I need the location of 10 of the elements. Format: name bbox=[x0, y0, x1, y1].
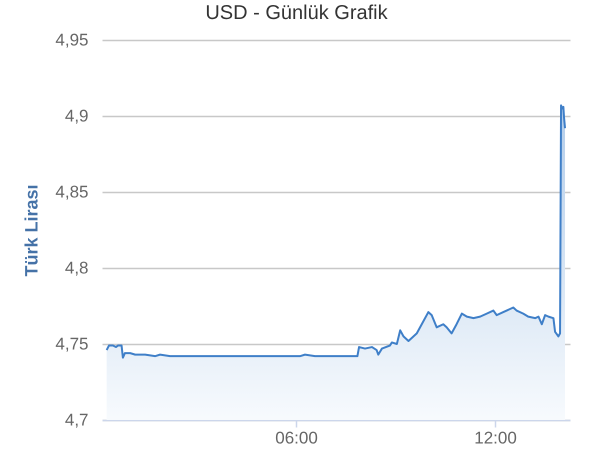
y-tick-label: 4,9 bbox=[64, 106, 88, 126]
chart-title: USD - Günlük Grafik bbox=[205, 2, 389, 24]
y-tick-label: 4,95 bbox=[55, 30, 88, 50]
y-tick-label: 4,75 bbox=[55, 334, 88, 354]
x-tick-label: 12:00 bbox=[474, 428, 517, 448]
y-tick-label: 4,7 bbox=[64, 410, 88, 430]
y-axis-title: Türk Lirası bbox=[21, 184, 42, 277]
x-tick-label: 06:00 bbox=[275, 428, 318, 448]
y-tick-label: 4,85 bbox=[55, 182, 88, 202]
y-tick-label: 4,8 bbox=[64, 258, 88, 278]
